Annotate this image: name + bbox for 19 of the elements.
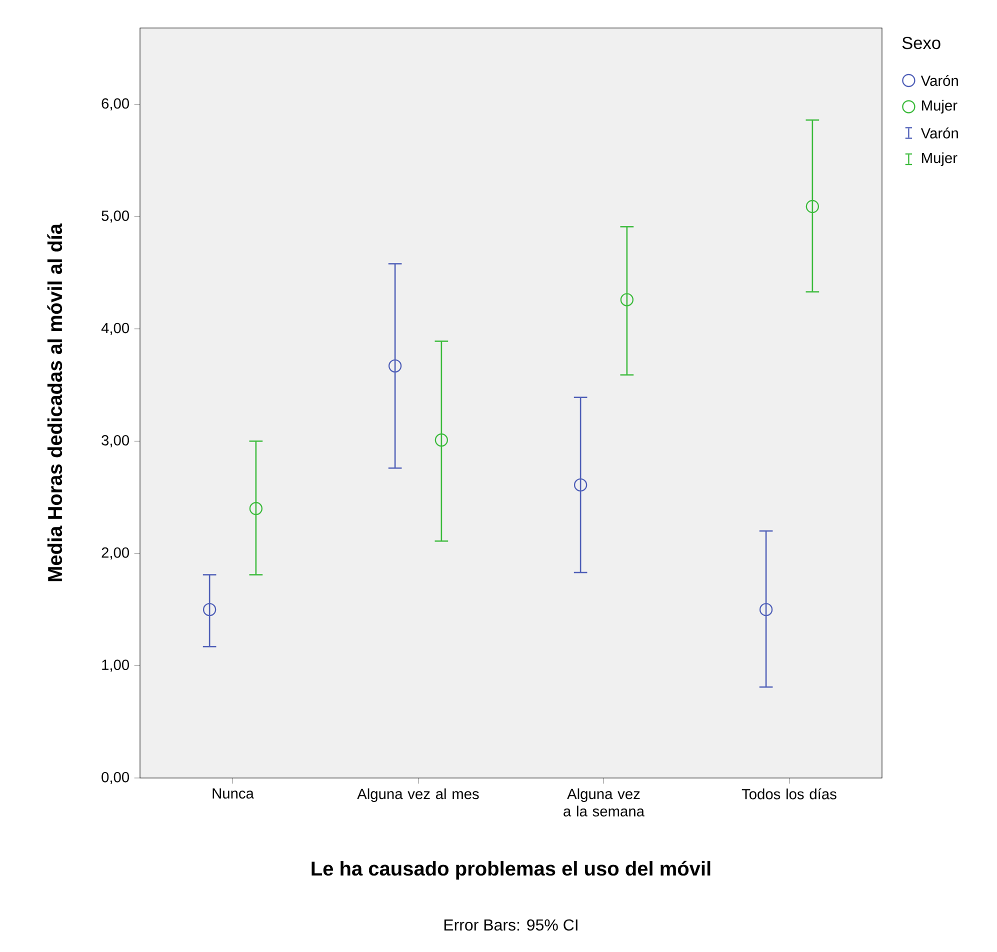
- y-tick-label: 2,00: [102, 547, 130, 560]
- x-tick-label: Todos los días: [742, 788, 836, 800]
- y-tick-label: 3,00: [102, 435, 130, 448]
- text: Error Bars: 95% CI: [444, 919, 578, 931]
- legend-label: Mujer: [922, 152, 958, 166]
- y-tick-label: 5,00: [102, 210, 130, 223]
- y-tick-label: 4,00: [101, 322, 130, 335]
- x-tick-label: Alguna vez a la semana: [564, 788, 644, 816]
- text: Varón: [920, 75, 958, 86]
- y-tick-label: 0,00: [102, 772, 130, 784]
- x-tick-label: Nunca: [212, 788, 254, 799]
- legend-title: Sexo: [902, 36, 940, 50]
- y-tick-label: 1,00: [102, 660, 130, 672]
- text: Mujer: [922, 100, 958, 114]
- legend-label: Varón: [920, 128, 958, 138]
- y-axis-title: Media Horas dedicadas al móvil al día: [47, 223, 62, 582]
- y-tick-label: 6,00: [102, 98, 130, 110]
- x-tick-label: Alguna vez al mes: [357, 788, 479, 802]
- x-axis-title: Le ha causado problemas el uso del móvil: [312, 860, 710, 880]
